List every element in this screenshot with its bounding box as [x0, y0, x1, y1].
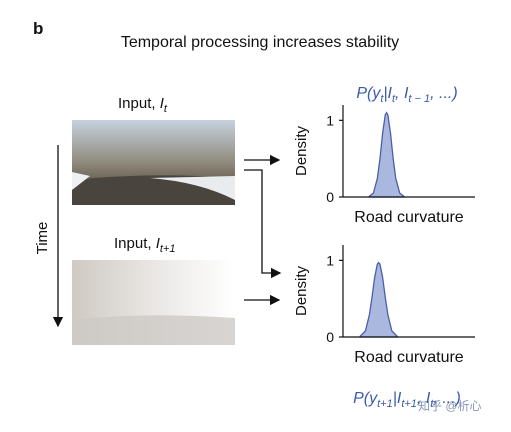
annotation-text: P(y [353, 390, 378, 407]
annotation-text: , I [395, 85, 409, 102]
x-axis-label: Road curvature [354, 349, 463, 366]
density-curve [368, 111, 405, 198]
annotation-sub: t [380, 93, 384, 105]
density-curve [359, 261, 398, 338]
input-label: Input, It [118, 95, 168, 115]
time-label: Time [34, 222, 51, 255]
photo [72, 120, 235, 205]
annotation-sub: t [392, 93, 396, 105]
annotation-text: , ...) [430, 85, 458, 102]
annotation-text: , I [417, 390, 431, 407]
annotation: P(yt+1|It+1, It, ...) [353, 390, 461, 410]
input-var: I [156, 235, 160, 252]
y-tick-label: 1 [326, 112, 334, 128]
y-axis-label: Density [293, 125, 310, 176]
photo [72, 260, 235, 345]
title: Temporal processing increases stability [121, 34, 399, 51]
annotation-sub: t+1 [401, 398, 417, 410]
y-axis-label: Density [293, 265, 310, 316]
input-text: Input, [118, 95, 156, 112]
input-sub: t+1 [160, 243, 176, 255]
annotation-text: P(y [356, 85, 381, 102]
annotation-sub: t+1 [377, 398, 393, 410]
annotation-text: , ...) [433, 390, 461, 407]
annotation-sub: t − 1 [408, 93, 430, 105]
annotation: P(yt|It, It − 1, ...) [356, 85, 457, 105]
x-axis-label: Road curvature [354, 209, 463, 226]
input-text: Input, [114, 235, 152, 252]
panel-label: b [33, 19, 43, 38]
input-sub: t [164, 103, 168, 115]
arrow [244, 169, 282, 279]
input-label: Input, It+1 [114, 235, 175, 255]
annotation-text: |I [383, 85, 392, 102]
y-tick-label: 1 [326, 252, 334, 268]
watermark: 知乎 @析心 [418, 399, 482, 413]
input-var: I [160, 95, 164, 112]
annotation-sub: t [430, 398, 434, 410]
y-tick-label: 0 [326, 329, 334, 345]
annotation-text: |I [393, 390, 402, 407]
y-tick-label: 0 [326, 189, 334, 205]
